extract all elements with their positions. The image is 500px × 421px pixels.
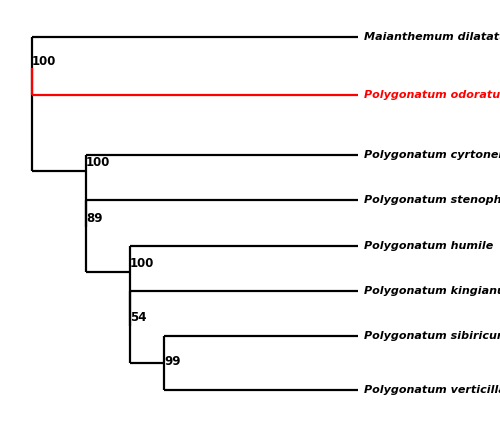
Text: Polygonatum stenophyllum: Polygonatum stenophyllum — [364, 195, 500, 205]
Text: 89: 89 — [86, 212, 102, 225]
Text: Polygonatum odoratum: Polygonatum odoratum — [364, 90, 500, 100]
Text: Polygonatum verticillatum: Polygonatum verticillatum — [364, 385, 500, 395]
Text: 100: 100 — [86, 156, 110, 169]
Text: 100: 100 — [130, 257, 154, 270]
Text: 54: 54 — [130, 311, 146, 324]
Text: Polygonatum cyrtonema: Polygonatum cyrtonema — [364, 150, 500, 160]
Text: Polygonatum humile: Polygonatum humile — [364, 240, 493, 250]
Text: Maianthemum dilatatum: Maianthemum dilatatum — [364, 32, 500, 42]
Text: Polygonatum kingianum: Polygonatum kingianum — [364, 286, 500, 296]
Text: 100: 100 — [32, 55, 56, 68]
Text: 99: 99 — [164, 355, 181, 368]
Text: Polygonatum sibiricum: Polygonatum sibiricum — [364, 331, 500, 341]
